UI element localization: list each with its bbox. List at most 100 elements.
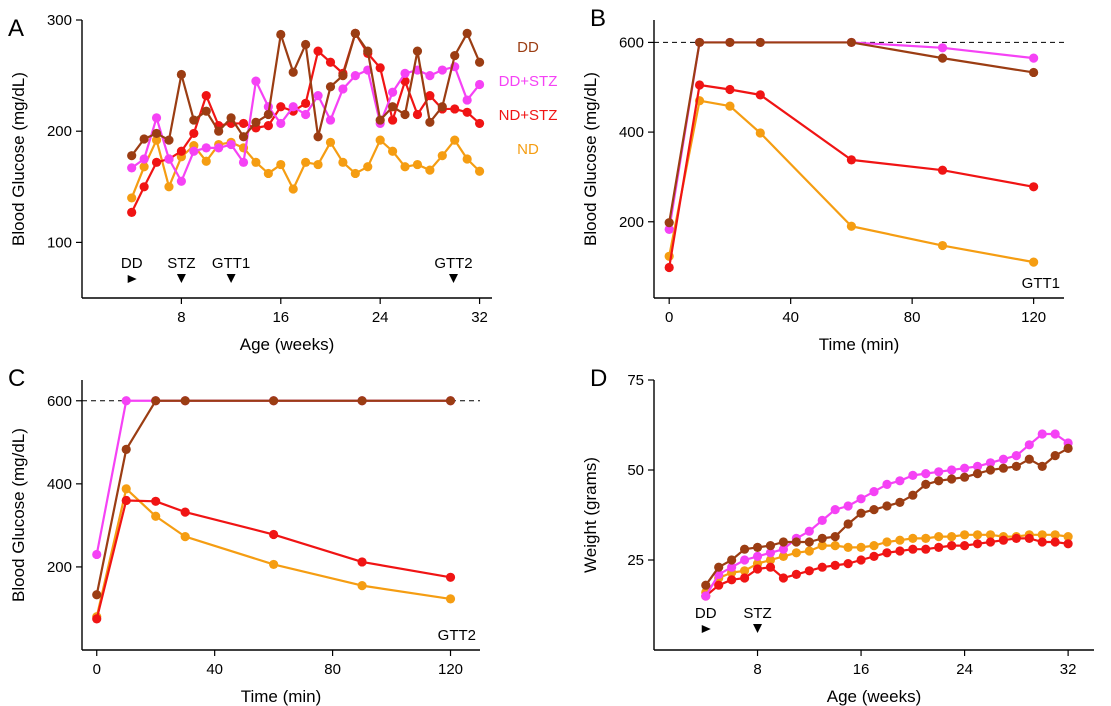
data-point	[164, 135, 174, 145]
data-point	[725, 84, 735, 95]
data-point	[804, 546, 814, 556]
data-point	[985, 458, 996, 468]
data-point	[189, 146, 199, 156]
x-axis-title: Age (weeks)	[827, 687, 921, 706]
data-point	[1037, 429, 1047, 439]
data-point	[375, 63, 385, 73]
data-point	[338, 71, 348, 81]
data-point	[947, 465, 957, 475]
data-point	[139, 134, 149, 144]
data-point	[164, 154, 174, 164]
data-point	[462, 95, 472, 105]
x-tick-label: 32	[1060, 661, 1077, 678]
data-point	[843, 501, 853, 511]
series-nd-plus-stz	[92, 495, 456, 624]
data-point	[325, 115, 336, 125]
data-point	[1050, 537, 1060, 547]
data-point	[1037, 530, 1047, 540]
data-point	[856, 542, 866, 553]
data-point	[947, 541, 957, 551]
x-tick-label: 0	[93, 661, 101, 678]
data-point	[450, 135, 460, 145]
data-point	[151, 113, 162, 123]
series-dd	[92, 396, 456, 600]
annotation-arrow	[448, 274, 458, 283]
data-point	[201, 143, 211, 153]
data-point	[388, 87, 398, 97]
series-nd-plus-stz	[664, 80, 1039, 273]
x-tick-label: 32	[471, 309, 488, 326]
x-tick-label: 24	[372, 309, 389, 326]
data-point	[263, 168, 273, 179]
data-point	[151, 396, 161, 406]
data-point	[937, 43, 948, 53]
data-point	[251, 76, 261, 86]
data-point	[276, 29, 286, 40]
data-point	[437, 65, 447, 75]
data-point	[701, 580, 711, 590]
data-point	[869, 487, 879, 497]
data-point	[985, 465, 996, 475]
data-point	[1063, 532, 1073, 542]
data-point	[121, 396, 131, 406]
data-point	[127, 163, 137, 173]
annotation-arrow	[226, 274, 236, 283]
data-point	[1029, 53, 1039, 63]
data-point	[843, 559, 853, 569]
data-point	[985, 530, 996, 540]
data-point	[92, 614, 102, 624]
data-point	[151, 511, 161, 521]
y-tick-label: 50	[627, 462, 644, 479]
y-tick-label: 600	[619, 34, 644, 51]
data-point	[425, 117, 435, 127]
data-point	[908, 544, 918, 554]
data-point	[1029, 67, 1039, 78]
data-point	[908, 490, 918, 500]
data-point	[817, 515, 827, 526]
data-point	[739, 566, 750, 576]
data-point	[830, 560, 840, 571]
annotation-gtt1: GTT1	[212, 255, 250, 272]
data-point	[313, 91, 323, 101]
data-point	[934, 542, 944, 553]
data-point	[445, 396, 456, 406]
data-point	[739, 544, 750, 554]
x-axis-title: Age (weeks)	[240, 335, 334, 354]
chart-panel-c: 0 40 80 120 200 400 600 Time (min) Blood Glucose…	[9, 380, 480, 706]
data-point	[959, 530, 970, 540]
data-point	[151, 496, 161, 506]
data-point	[778, 551, 789, 562]
series-line-dd-plus-stz	[668, 41, 1034, 230]
legend-entry-nd: ND	[517, 141, 539, 158]
data-point	[714, 562, 724, 572]
y-tick-label: 200	[47, 123, 72, 140]
annotation-dd: DD	[695, 605, 717, 622]
data-point	[934, 532, 944, 542]
data-point	[214, 126, 224, 136]
data-point	[1037, 461, 1047, 471]
data-point	[755, 37, 765, 48]
data-point	[313, 159, 323, 170]
y-axis-title: Blood Glucose (mg/dL)	[9, 428, 28, 602]
data-point	[313, 46, 323, 56]
data-point	[363, 46, 373, 56]
data-point	[791, 548, 801, 558]
data-point	[1029, 182, 1039, 192]
data-point	[755, 128, 765, 138]
data-point	[251, 157, 261, 167]
data-point	[972, 539, 983, 549]
data-point	[934, 476, 944, 486]
data-point	[462, 28, 472, 38]
panel-letter-d: D	[590, 365, 607, 392]
data-point	[846, 221, 857, 231]
y-tick-label: 200	[619, 214, 644, 231]
data-point	[856, 494, 866, 504]
data-point	[752, 551, 763, 562]
series-nd	[92, 484, 456, 622]
data-point	[450, 104, 460, 114]
data-point	[998, 454, 1009, 464]
data-point	[895, 535, 905, 545]
data-point	[92, 549, 102, 560]
data-point	[972, 461, 983, 471]
data-point	[238, 132, 249, 142]
